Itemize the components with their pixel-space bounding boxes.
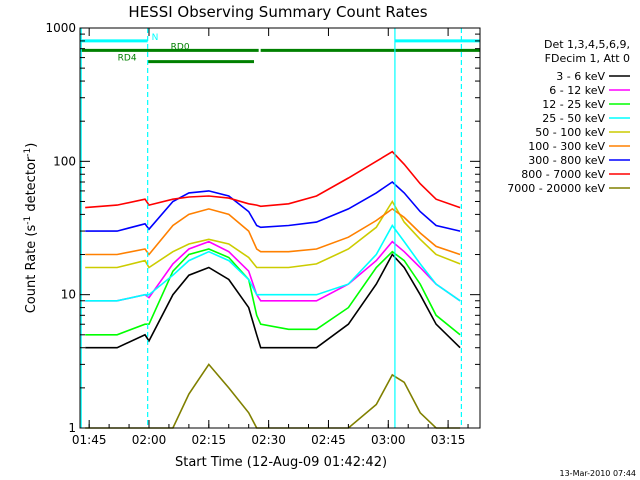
y-tick-label-0: 1 (68, 421, 76, 435)
y-label-tail: detector (24, 156, 39, 216)
chart-title: HESSI Observing Summary Count Rates (128, 3, 427, 21)
flag-label-0: N (152, 33, 159, 43)
y-axis-label: Count Rate (s-1 detector-1) (23, 143, 39, 314)
y-label-sup: -1 (23, 216, 33, 225)
y-tick-label-2: 100 (53, 154, 76, 168)
y-label-close: ) (24, 143, 39, 148)
series-line-8 (85, 363, 461, 429)
y-label-sup2: -1 (23, 148, 33, 157)
x-tick-label-2: 02:15 (192, 433, 227, 447)
x-tick-label-4: 02:45 (311, 433, 346, 447)
series-line-6 (85, 180, 461, 232)
x-tick-label-5: 03:00 (371, 433, 406, 447)
legend-label-8: 7000 - 20000 keV (507, 182, 605, 195)
legend-header-1: FDecim 1, Att 0 (545, 52, 630, 65)
vline-layer (80, 28, 462, 428)
series-line-4 (85, 199, 461, 269)
y-tick-label-1: 10 (61, 288, 76, 302)
series-line-3 (85, 224, 461, 302)
y-label-main: Count Rate (s (24, 225, 39, 314)
x-tick-label-3: 02:30 (251, 433, 286, 447)
legend-label-5: 100 - 300 keV (528, 140, 605, 153)
series-line-5 (85, 207, 461, 256)
x-tick-label-6: 03:15 (431, 433, 466, 447)
series-line-2 (85, 248, 461, 336)
flag-label-2: RD4 (118, 54, 137, 64)
footer-timestamp: 13-Mar-2010 07:44 (560, 469, 637, 478)
legend-label-0: 3 - 6 keV (556, 70, 605, 83)
x-axis: 01:45 02:00 02:15 02:30 02:45 03:00 03:15 (72, 28, 469, 447)
x-tick-label-0: 01:45 (72, 433, 107, 447)
legend-label-1: 6 - 12 keV (549, 84, 605, 97)
legend-header-0: Det 1,3,4,5,6,9, (544, 38, 630, 51)
flag-layer: N RD0 RD4 (80, 33, 480, 64)
series-line-0 (85, 253, 461, 349)
legend-label-4: 50 - 100 keV (535, 126, 605, 139)
legend-label-2: 12 - 25 keV (542, 98, 605, 111)
x-tick-label-1: 02:00 (132, 433, 167, 447)
y-tick-label-3: 1000 (45, 21, 76, 35)
legend: Det 1,3,4,5,6,9,FDecim 1, Att 0 3 - 6 keV… (507, 38, 630, 195)
series-layer (85, 150, 461, 429)
series-line-7 (85, 150, 461, 209)
legend-label-7: 800 - 7000 keV (521, 168, 605, 181)
legend-label-6: 300 - 800 keV (528, 154, 605, 167)
x-axis-label: Start Time (12-Aug-09 01:42:42) (175, 455, 387, 470)
plot-frame (79, 27, 481, 429)
flag-label-1: RD0 (171, 42, 190, 52)
y-axis: 1 10 100 1000 (45, 21, 480, 435)
legend-label-3: 25 - 50 keV (542, 112, 605, 125)
